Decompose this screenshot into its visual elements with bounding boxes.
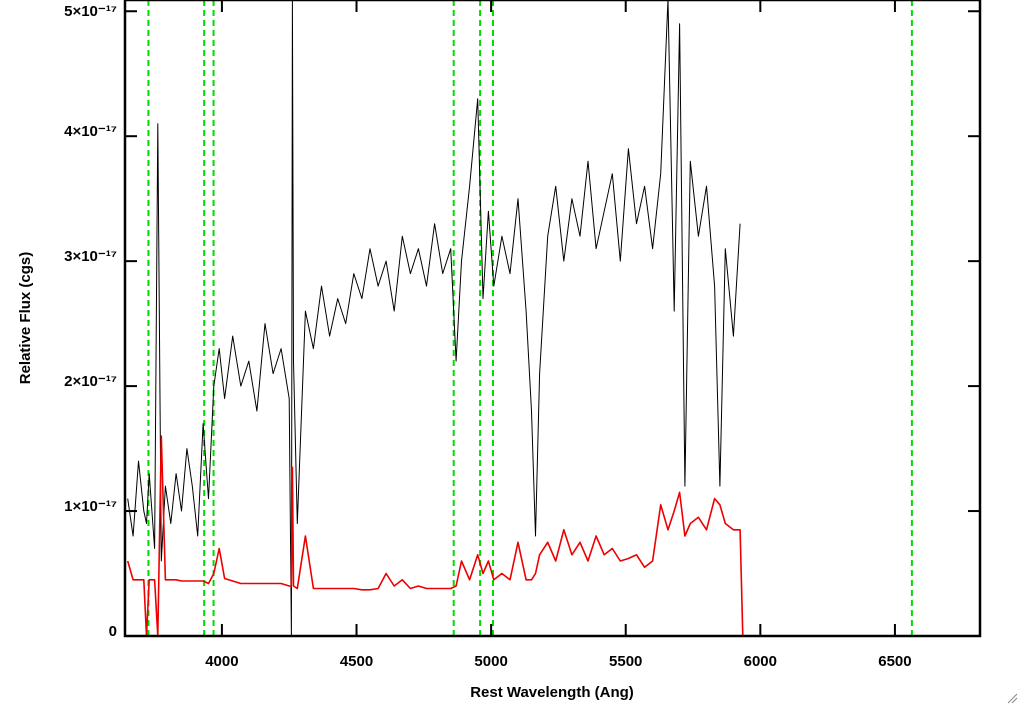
spectrum-line	[127, 0, 741, 637]
x-tick-label: 6500	[878, 653, 911, 670]
y-tick-label: 2×10⁻¹⁷	[64, 373, 117, 390]
x-tick-label: 4000	[205, 653, 238, 670]
x-tick-label: 5500	[609, 653, 642, 670]
y-tick-label: 4×10⁻¹⁷	[64, 123, 117, 140]
x-axis-label: Rest Wavelength (Ang)	[470, 684, 634, 701]
spectrum-line	[126, 435, 980, 637]
plot-frame	[123, 0, 982, 638]
x-tick-label: 4500	[340, 653, 373, 670]
y-tick-label: 0	[109, 623, 117, 640]
resize-grip	[1007, 693, 1018, 704]
y-tick-label: 1×10⁻¹⁷	[64, 498, 117, 515]
y-tick-label: 5×10⁻¹⁷	[64, 3, 117, 20]
x-tick-label: 5000	[474, 653, 507, 670]
x-tick-label: 6000	[744, 653, 777, 670]
y-axis-label: Relative Flux (cgs)	[17, 252, 34, 385]
y-tick-label: 3×10⁻¹⁷	[64, 248, 117, 265]
